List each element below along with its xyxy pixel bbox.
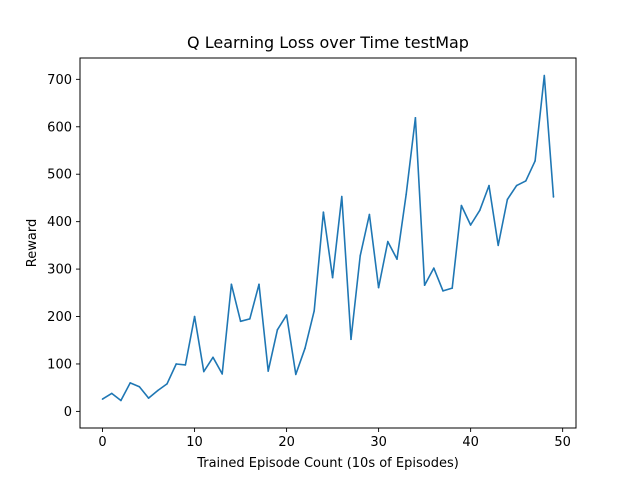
data-point bbox=[129, 382, 131, 384]
data-point bbox=[202, 370, 205, 373]
y-tick-label: 400 bbox=[47, 215, 72, 230]
data-point bbox=[304, 347, 306, 350]
data-point bbox=[147, 397, 150, 399]
data-point bbox=[479, 209, 481, 212]
data-point bbox=[506, 198, 509, 201]
y-tick-label: 500 bbox=[47, 168, 72, 183]
data-point bbox=[193, 315, 196, 318]
x-tick-label: 50 bbox=[554, 435, 571, 450]
data-point bbox=[276, 329, 279, 331]
data-point bbox=[258, 283, 260, 286]
data-point bbox=[331, 276, 334, 279]
data-point bbox=[359, 255, 362, 257]
y-tick-label: 600 bbox=[47, 120, 72, 135]
data-point bbox=[350, 338, 352, 341]
y-tick-label: 700 bbox=[47, 73, 72, 88]
data-point bbox=[387, 240, 389, 243]
data-point bbox=[110, 392, 113, 395]
data-point bbox=[175, 363, 177, 365]
data-point bbox=[285, 314, 288, 316]
data-point bbox=[221, 373, 223, 375]
data-point bbox=[451, 287, 454, 289]
data-point bbox=[156, 389, 159, 392]
y-tick-label: 300 bbox=[47, 263, 72, 278]
data-point bbox=[488, 184, 490, 187]
data-point bbox=[433, 267, 435, 269]
data-point bbox=[423, 284, 426, 287]
data-point bbox=[552, 196, 555, 198]
x-tick-label: 20 bbox=[278, 435, 295, 450]
data-point bbox=[405, 193, 408, 195]
data-point bbox=[120, 399, 122, 402]
data-point bbox=[341, 195, 343, 198]
x-tick-label: 0 bbox=[98, 435, 106, 450]
plot-area bbox=[101, 74, 555, 402]
x-tick-label: 30 bbox=[370, 435, 387, 450]
data-point bbox=[525, 180, 527, 182]
data-point bbox=[230, 283, 233, 286]
y-tick-label: 100 bbox=[47, 357, 72, 372]
data-point bbox=[543, 74, 546, 77]
data-point bbox=[460, 204, 463, 207]
data-point bbox=[267, 370, 269, 372]
data-point bbox=[414, 116, 417, 119]
x-tick-label: 10 bbox=[186, 435, 203, 450]
data-point bbox=[534, 160, 536, 162]
x-tick-label: 40 bbox=[462, 435, 479, 450]
y-tick-label: 0 bbox=[64, 405, 72, 420]
y-tick-label: 200 bbox=[47, 310, 72, 325]
series-line bbox=[102, 74, 555, 402]
data-point bbox=[442, 290, 444, 292]
data-point bbox=[368, 213, 371, 216]
data-point bbox=[166, 383, 168, 385]
data-point bbox=[313, 310, 315, 312]
data-point bbox=[469, 224, 472, 226]
data-point bbox=[248, 318, 251, 320]
data-point bbox=[239, 320, 242, 323]
data-point bbox=[497, 244, 500, 247]
data-point bbox=[184, 364, 187, 366]
data-point bbox=[377, 286, 380, 289]
x-axis-label: Trained Episode Count (10s of Episodes) bbox=[196, 456, 459, 471]
data-point bbox=[322, 211, 325, 213]
data-point bbox=[515, 184, 518, 187]
plot-frame bbox=[79, 57, 577, 429]
data-point bbox=[138, 385, 141, 388]
data-point bbox=[294, 373, 297, 376]
chart-title: Q Learning Loss over Time testMap bbox=[187, 33, 469, 52]
y-axis-label: Reward bbox=[25, 219, 40, 267]
data-point bbox=[101, 398, 104, 400]
data-point bbox=[212, 356, 214, 359]
data-point bbox=[396, 258, 398, 260]
